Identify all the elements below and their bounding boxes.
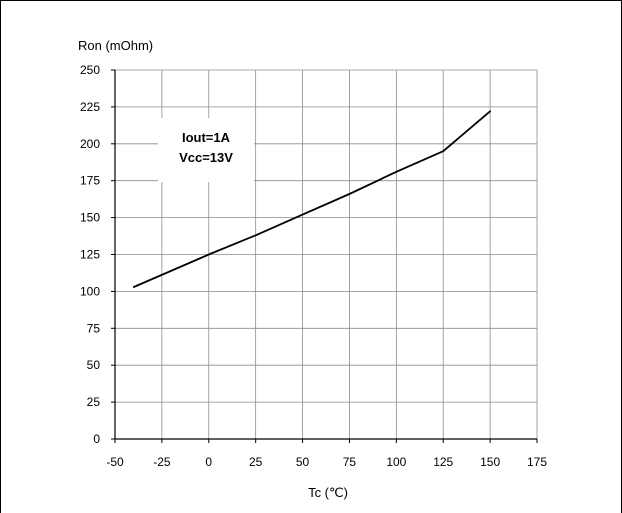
annotation-box: Iout=1A Vcc=13V — [158, 118, 254, 182]
y-tick-label: 75 — [87, 321, 101, 335]
x-tick-label: 75 — [343, 455, 357, 469]
x-tick-label: 175 — [527, 455, 547, 469]
x-tick-label: 100 — [386, 455, 406, 469]
x-tick-label: -25 — [153, 455, 171, 469]
series-line — [132, 110, 492, 288]
x-tick-label: 50 — [296, 455, 310, 469]
y-tick-label: 100 — [80, 284, 100, 298]
x-tick-label: 125 — [433, 455, 453, 469]
y-tick-label: 175 — [80, 174, 100, 188]
y-tick-label: 125 — [80, 248, 100, 262]
y-tick-label: 250 — [80, 63, 100, 77]
y-tick-label: 150 — [80, 211, 100, 225]
x-tick-label: 150 — [480, 455, 500, 469]
y-tick-label: 25 — [87, 395, 101, 409]
y-tick-label: 200 — [80, 137, 100, 151]
x-tick-label: 0 — [205, 455, 212, 469]
series-group — [132, 110, 492, 288]
annotation-line-1: Iout=1A — [182, 130, 231, 145]
y-axis-title: Ron (mOhm) — [78, 38, 153, 53]
x-axis-title: Tc (℃) — [308, 485, 348, 500]
annotation-line-2: Vcc=13V — [179, 150, 233, 165]
x-tick-label: 25 — [249, 455, 263, 469]
y-tick-label: 0 — [93, 432, 100, 446]
x-tick-labels: -50 -25 0 25 50 75 100 125 150 175 — [106, 455, 547, 469]
axes — [111, 69, 538, 443]
y-tick-labels: 0 25 50 75 100 125 150 175 200 225 250 — [80, 63, 100, 446]
x-tick-label: -50 — [106, 455, 124, 469]
y-tick-label: 225 — [80, 100, 100, 114]
y-tick-label: 50 — [87, 358, 101, 372]
